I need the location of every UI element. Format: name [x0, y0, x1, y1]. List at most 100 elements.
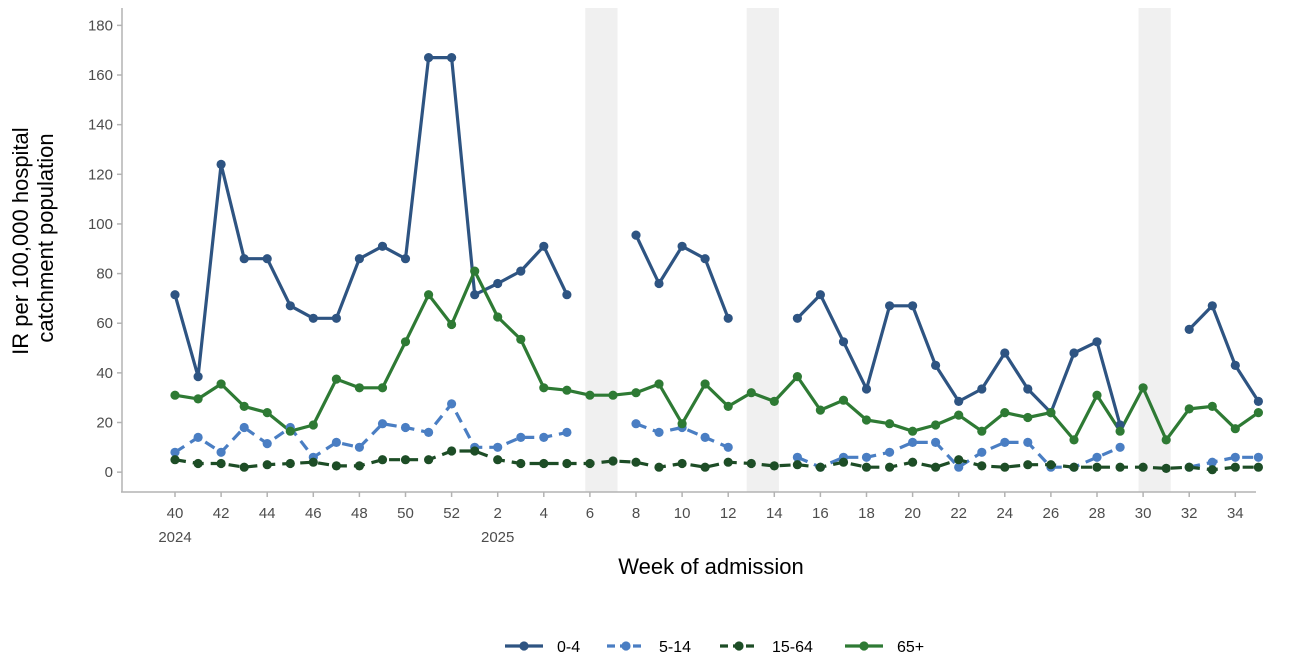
- data-point-65+: [1138, 383, 1148, 393]
- data-point-0-4: [170, 290, 180, 300]
- y-tick-label: 40: [96, 365, 113, 382]
- data-point-65+: [908, 426, 918, 436]
- data-point-15-64: [516, 458, 526, 469]
- data-point-65+: [1092, 390, 1102, 400]
- data-point-0-4: [1023, 384, 1033, 394]
- data-point-65+: [493, 312, 503, 322]
- axes: [121, 8, 1256, 493]
- x-tick-label: 2: [494, 505, 502, 522]
- data-point-5-14: [954, 462, 964, 472]
- data-point-15-64: [377, 455, 388, 465]
- data-point-65+: [1207, 401, 1217, 411]
- x-tick-label: 42: [213, 505, 230, 522]
- legend-label: 0-4: [557, 639, 580, 656]
- y-tick-label: 140: [88, 117, 113, 134]
- data-point-65+: [746, 388, 756, 398]
- data-point-0-4: [470, 290, 480, 300]
- data-point-15-64: [1207, 465, 1217, 475]
- data-point-65+: [861, 415, 872, 425]
- series-points: [170, 53, 1263, 475]
- data-point-0-4: [331, 313, 341, 323]
- data-point-0-4: [1253, 396, 1263, 406]
- data-point-15-64: [723, 457, 733, 467]
- data-point-15-64: [931, 462, 941, 472]
- data-point-0-4: [447, 53, 457, 63]
- series-line-5-14: [174, 402, 568, 459]
- data-point-0-4: [677, 241, 687, 251]
- x-tick-label: 16: [812, 505, 829, 522]
- data-point-15-64: [285, 458, 295, 469]
- data-point-0-4: [377, 241, 388, 251]
- data-point-15-64: [700, 462, 710, 472]
- data-point-15-64: [677, 458, 687, 469]
- data-point-0-4: [516, 266, 526, 276]
- data-point-0-4: [977, 384, 987, 394]
- data-point-5-14: [239, 422, 249, 433]
- data-point-0-4: [539, 241, 549, 251]
- data-point-5-14: [493, 442, 503, 452]
- data-point-15-64: [654, 462, 664, 472]
- data-point-15-64: [838, 457, 849, 467]
- data-point-5-14: [1000, 437, 1010, 447]
- data-point-65+: [262, 408, 272, 418]
- legend-label: 5-14: [659, 639, 691, 656]
- data-point-15-64: [170, 455, 180, 465]
- x-ticks: 40 42 44 46 48 50 52 2 4 6 8 10 12 14 16 18 20 22 24 26 28 30…: [158, 492, 1244, 546]
- y-tick-label: 180: [88, 17, 113, 34]
- data-point-65+: [1184, 404, 1194, 414]
- data-point-5-14: [216, 447, 226, 457]
- data-point-15-64: [1046, 460, 1056, 470]
- data-point-0-4: [1069, 348, 1079, 358]
- data-point-65+: [1069, 435, 1079, 445]
- data-point-0-4: [216, 159, 226, 169]
- data-point-65+: [1023, 412, 1033, 423]
- x-tick-label: 52: [443, 505, 460, 522]
- data-point-15-64: [239, 462, 249, 472]
- data-point-0-4: [792, 313, 803, 323]
- data-point-65+: [516, 334, 526, 344]
- data-point-65+: [193, 394, 203, 404]
- series-line-65+: [174, 269, 1260, 442]
- data-point-15-64: [631, 457, 641, 467]
- data-point-0-4: [861, 384, 872, 394]
- data-point-5-14: [654, 427, 664, 437]
- data-point-5-14: [562, 427, 572, 437]
- series-line-5-14: [635, 422, 729, 449]
- legend-key-point: [519, 641, 529, 651]
- data-point-15-64: [216, 458, 226, 469]
- data-point-5-14: [1115, 442, 1125, 452]
- x-tick-label: 46: [305, 505, 322, 522]
- data-point-5-14: [377, 419, 388, 429]
- y-axis-title-line-1: IR per 100,000 hospital: [8, 127, 33, 355]
- y-tick-label: 100: [88, 216, 113, 233]
- data-point-15-64: [769, 461, 779, 471]
- data-point-15-64: [308, 457, 318, 467]
- y-tick-label: 20: [96, 415, 113, 432]
- data-point-65+: [1253, 408, 1263, 418]
- data-point-0-4: [908, 301, 918, 311]
- legend-label: 15-64: [772, 639, 813, 656]
- data-point-0-4: [723, 313, 733, 323]
- y-axis-title: IR per 100,000 hospital catchment popula…: [8, 121, 58, 355]
- data-point-5-14: [1023, 437, 1033, 447]
- legend-label: 65+: [897, 639, 924, 656]
- x-tick-label: 40: [167, 505, 184, 522]
- x-tick-label: 20: [904, 505, 921, 522]
- y-tick-label: 160: [88, 67, 113, 84]
- shaded-band: [1138, 8, 1171, 492]
- data-point-15-64: [193, 458, 203, 469]
- data-point-15-64: [262, 460, 272, 470]
- x-tick-label: 50: [397, 505, 414, 522]
- data-point-5-14: [424, 427, 434, 437]
- data-point-0-4: [1230, 360, 1240, 370]
- legend: 0-4 5-14 15-64 65+: [505, 639, 924, 656]
- x-tick-label: 14: [766, 505, 783, 522]
- data-point-65+: [677, 419, 687, 429]
- data-point-65+: [954, 410, 964, 420]
- data-point-15-64: [1253, 462, 1263, 472]
- x-tick-label: 28: [1089, 505, 1106, 522]
- data-point-5-14: [539, 432, 549, 442]
- data-point-15-64: [400, 455, 411, 465]
- data-point-5-14: [1230, 452, 1240, 462]
- data-point-0-4: [954, 396, 964, 406]
